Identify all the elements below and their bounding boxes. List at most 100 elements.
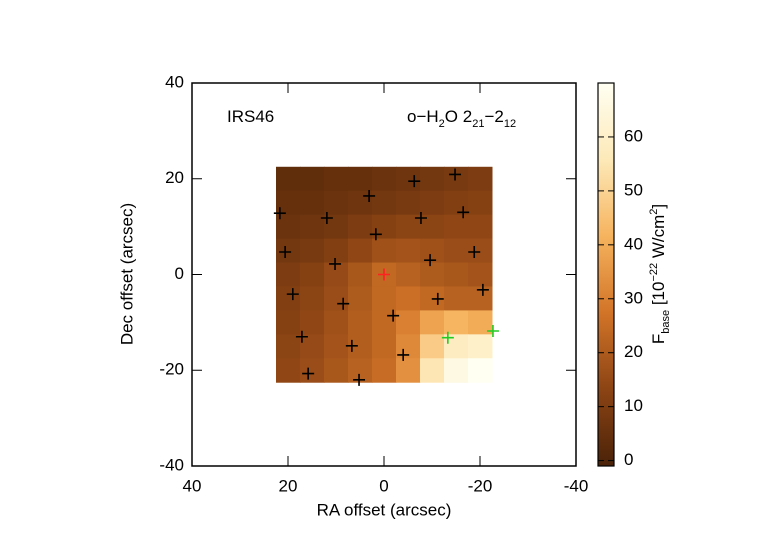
heat-cell	[348, 358, 373, 383]
heat-cell	[276, 262, 301, 287]
heat-cell	[444, 286, 469, 311]
colorbar-title-part: 2	[648, 209, 660, 215]
heat-cell	[300, 262, 325, 287]
cross-marker	[414, 212, 427, 225]
y-axis-title: Dec offset (arcsec)	[117, 203, 136, 345]
heat-cell	[420, 358, 445, 383]
heat-cell	[348, 310, 373, 335]
heat-cell	[324, 262, 349, 287]
cross-marker	[295, 330, 308, 343]
heat-cell	[468, 262, 493, 287]
y-tick-label: 0	[175, 264, 184, 283]
heat-cell	[420, 310, 445, 335]
heat-cell	[372, 286, 397, 311]
heat-cell	[276, 334, 301, 359]
heat-cell	[372, 190, 397, 216]
cross-marker	[457, 206, 470, 219]
cross-marker	[345, 339, 358, 352]
cross-marker	[387, 309, 400, 322]
cross-marker	[424, 254, 437, 267]
heat-cell	[324, 286, 349, 311]
cross-marker	[468, 245, 481, 258]
heat-cell	[444, 238, 469, 264]
heat-cell	[276, 166, 301, 192]
cross-marker	[279, 245, 292, 258]
heat-cell	[348, 166, 373, 192]
heat-cell	[468, 190, 493, 216]
colorbar-title-part: [10	[649, 282, 668, 310]
heat-cell	[444, 214, 469, 240]
heat-cell	[420, 334, 445, 359]
heat-cell	[324, 166, 349, 192]
heat-cell	[324, 358, 349, 383]
x-tick-label: 40	[183, 476, 202, 495]
heat-cell	[372, 238, 397, 264]
heat-cell	[372, 166, 397, 192]
colorbar-tick-label: 10	[624, 396, 643, 415]
heat-cell	[300, 238, 325, 264]
heat-cell	[444, 166, 469, 192]
cross-marker	[397, 348, 410, 361]
annotation: IRS46	[227, 107, 274, 126]
heat-cell	[420, 238, 445, 264]
heat-cell	[444, 262, 469, 287]
cross-marker	[302, 367, 315, 380]
annotation-part: 21	[472, 118, 484, 130]
heat-cell	[396, 358, 421, 383]
heat-cell	[396, 262, 421, 287]
colorbar-title-part: F	[649, 334, 668, 344]
heat-cell	[276, 358, 301, 383]
colorbar-title: Fbase [10−22 W/cm2]	[648, 204, 672, 344]
colorbar-tick-label: 0	[624, 450, 633, 469]
heat-cell	[396, 166, 421, 192]
annotation-part: O 2	[445, 107, 472, 126]
annotation-part: o−H	[407, 107, 439, 126]
cross-marker	[286, 288, 299, 301]
cross-marker	[353, 373, 366, 386]
heat-cell	[324, 238, 349, 264]
cross-marker	[329, 257, 342, 270]
heat-cell	[396, 190, 421, 216]
cross-marker	[431, 292, 444, 305]
colorbar-tick-label: 20	[624, 342, 643, 361]
cross-marker	[369, 228, 382, 241]
colorbar-tick-label: 40	[624, 234, 643, 253]
y-tick-label: 40	[165, 72, 184, 91]
heat-cell	[468, 238, 493, 264]
heat-cell	[276, 286, 301, 311]
x-axis-title: RA offset (arcsec)	[317, 500, 452, 519]
heat-cell	[444, 310, 469, 335]
cross-marker	[408, 175, 421, 188]
colorbar-title-part: base	[660, 310, 672, 334]
colorbar-title-part: W/cm	[649, 215, 668, 263]
x-tick-label: 20	[279, 476, 298, 495]
heat-cell	[420, 166, 445, 192]
cross-marker	[476, 283, 489, 296]
annotation: o−H2O 221−212	[407, 107, 516, 129]
heat-cell	[324, 190, 349, 216]
heat-cell	[300, 334, 325, 359]
heat-cell	[468, 166, 493, 192]
heat-cell	[300, 166, 325, 192]
heat-cell	[300, 310, 325, 335]
heat-cell	[444, 358, 469, 383]
colorbar-tick-label: 50	[624, 180, 643, 199]
heat-cell	[420, 190, 445, 216]
annotation-part: 12	[504, 118, 516, 130]
heat-cell	[300, 286, 325, 311]
heat-cell	[300, 214, 325, 240]
colorbar-title-part: ]	[649, 204, 668, 209]
heat-cell	[348, 214, 373, 240]
colorbar-title-part: −22	[648, 263, 660, 282]
y-tick-label: 20	[165, 168, 184, 187]
heat-cell	[420, 262, 445, 287]
cross-marker	[449, 168, 462, 181]
heat-cell	[468, 358, 493, 383]
colorbar-tick-label: 30	[624, 288, 643, 307]
heat-cell	[396, 286, 421, 311]
y-tick-label: -20	[159, 360, 184, 379]
x-tick-label: 0	[379, 476, 388, 495]
heat-cell	[468, 214, 493, 240]
cross-marker	[320, 212, 333, 225]
